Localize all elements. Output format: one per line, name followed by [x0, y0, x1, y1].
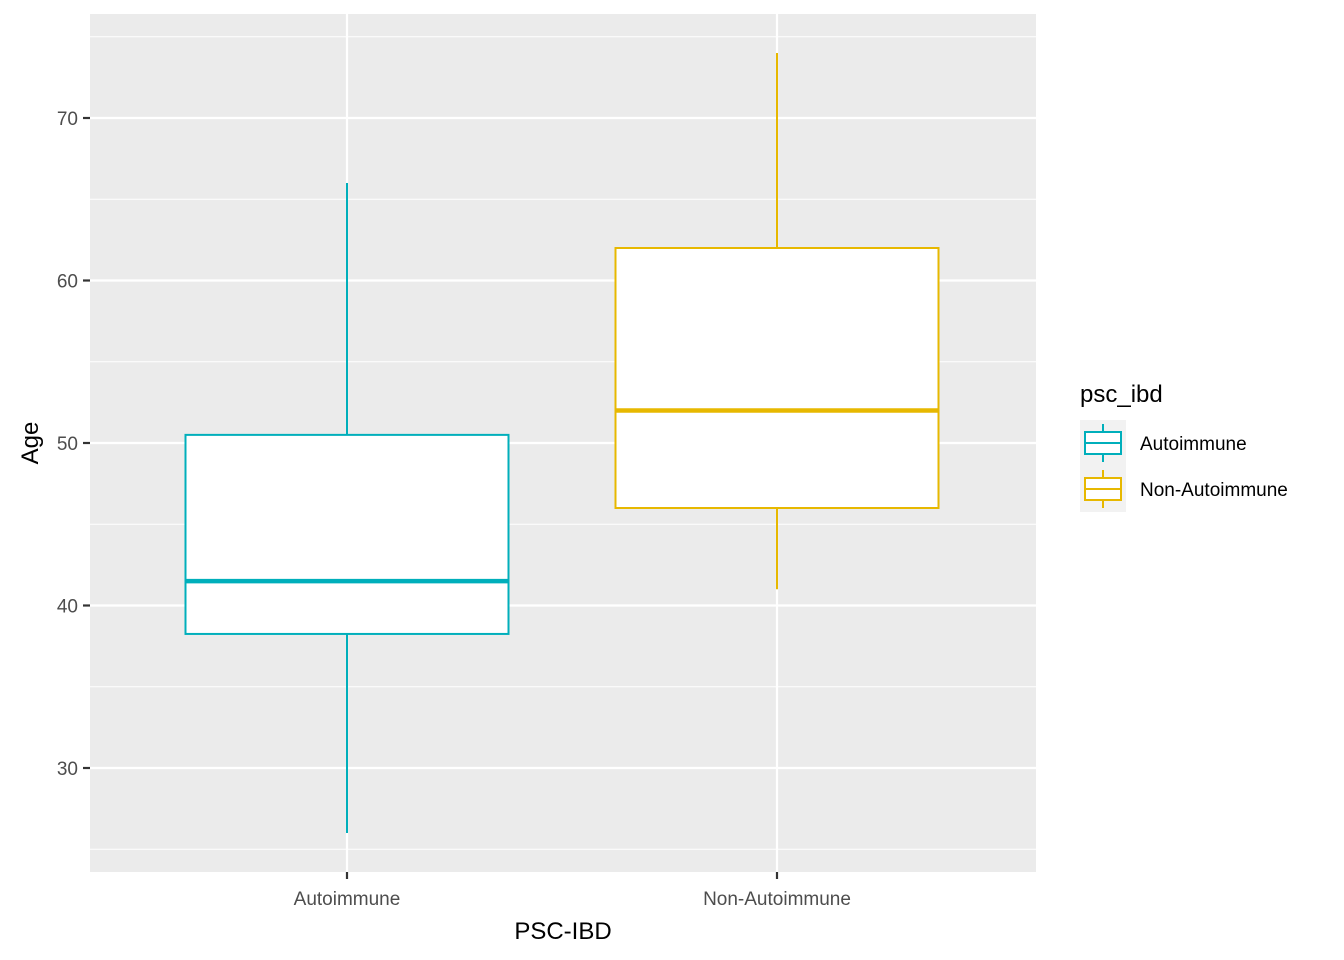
- legend-item: Non-Autoimmune: [1080, 466, 1288, 512]
- x-axis-title: PSC-IBD: [514, 918, 611, 945]
- y-tick-label: 60: [57, 272, 78, 293]
- y-tick-label: 30: [57, 759, 78, 780]
- legend: psc_ibd Autoimmune Non-Autoimmune: [1080, 381, 1288, 512]
- y-tick-label: 50: [57, 434, 78, 455]
- legend-item: Autoimmune: [1080, 420, 1247, 466]
- y-axis-title: Age: [17, 422, 44, 465]
- x-tick-label: Autoimmune: [294, 889, 401, 910]
- y-axis: 30 40 50 60 70: [57, 109, 90, 780]
- y-tick-label: 70: [57, 109, 78, 130]
- iqr-box: [184, 433, 510, 635]
- legend-title: psc_ibd: [1080, 381, 1163, 408]
- x-tick-label: Non-Autoimmune: [703, 889, 851, 910]
- legend-label: Autoimmune: [1140, 434, 1247, 455]
- boxes-layer: [184, 53, 940, 833]
- y-tick-label: 40: [57, 597, 78, 618]
- box-non-autoimmune: [614, 53, 940, 590]
- legend-label: Non-Autoimmune: [1140, 480, 1288, 501]
- box-autoimmune: [184, 183, 510, 833]
- x-axis: Autoimmune Non-Autoimmune: [294, 872, 851, 910]
- iqr-box: [614, 247, 940, 509]
